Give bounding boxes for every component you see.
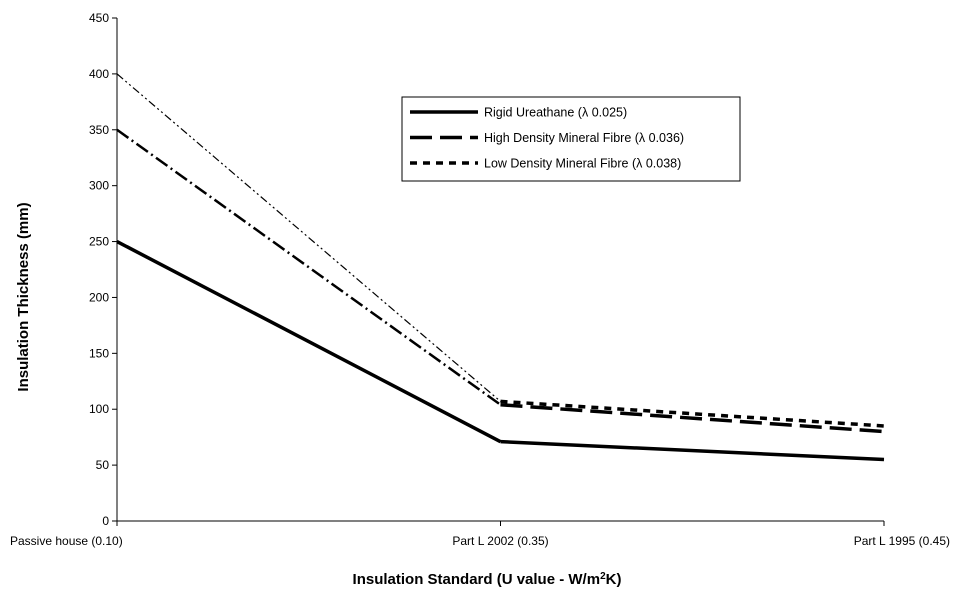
y-tick-label: 300 — [89, 179, 109, 193]
series-shortdash — [116, 73, 885, 428]
series-longdash — [116, 128, 885, 434]
legend-label: High Density Mineral Fibre (λ 0.036) — [484, 131, 684, 145]
series-line-segment — [500, 439, 885, 462]
y-tick-label: 100 — [89, 402, 109, 416]
series-layer — [116, 73, 885, 462]
y-tick-label: 350 — [89, 123, 109, 137]
legend-label: Rigid Ureathane (λ 0.025) — [484, 106, 627, 120]
x-tick-label: Passive house (0.10) — [10, 534, 123, 548]
x-axis-title: Insulation Standard (U value - W/m2K) — [353, 571, 622, 589]
series-line-segment — [500, 403, 885, 434]
x-axis-title-main: Insulation Standard (U value - W/m — [353, 571, 601, 588]
series-solid — [116, 240, 885, 462]
x-axis-title-sup: 2 — [600, 571, 606, 582]
y-tick-label: 450 — [89, 11, 109, 25]
series-line-segment — [116, 240, 502, 444]
y-tick-label: 150 — [89, 346, 109, 360]
x-tick-label: Part L 2002 (0.35) — [452, 534, 548, 548]
y-tick-label: 250 — [89, 235, 109, 249]
series-line-segment — [116, 73, 501, 402]
y-axis-title: Insulation Thickness (mm) — [15, 202, 32, 391]
y-tick-label: 200 — [89, 290, 109, 304]
legend-label: Low Density Mineral Fibre (λ 0.038) — [484, 157, 681, 171]
series-line-segment — [116, 128, 502, 406]
series-line-segment — [500, 399, 885, 428]
y-axis: 0 50 100 150 200 250 300 350 400 450 — [89, 11, 118, 528]
y-tick-label: 50 — [96, 458, 110, 472]
y-tick-label: 400 — [89, 67, 109, 81]
x-tick-label: Part L 1995 (0.45) — [854, 534, 950, 548]
x-axis: Passive house (0.10) Part L 2002 (0.35) Pa… — [10, 520, 950, 548]
y-tick-label: 0 — [102, 514, 109, 528]
x-axis-title-tail: K) — [606, 571, 622, 588]
legend: Rigid Ureathane (λ 0.025) High Density Mi… — [401, 96, 741, 182]
